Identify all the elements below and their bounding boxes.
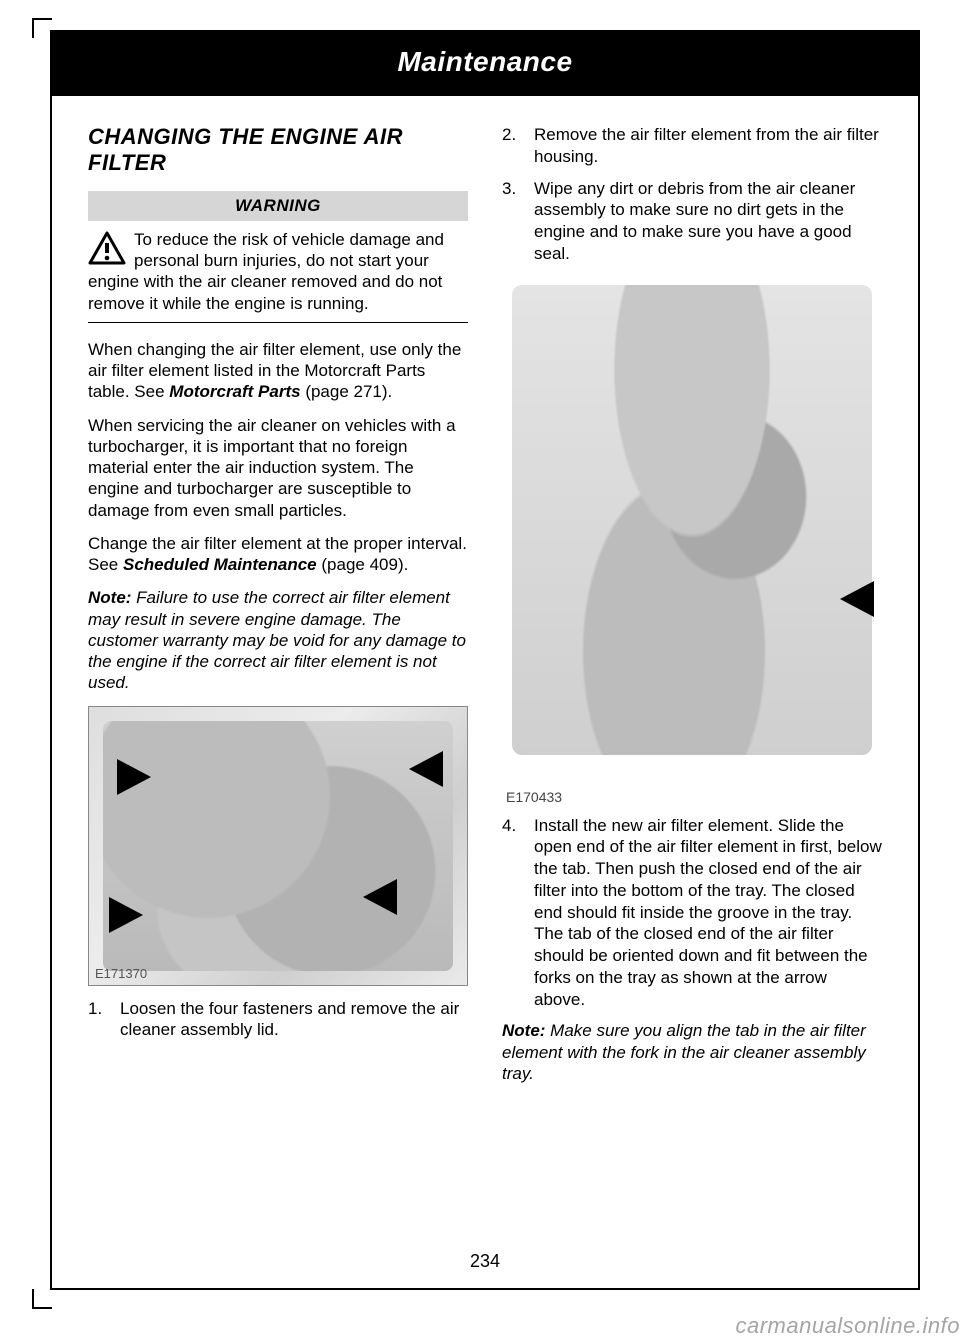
- step-4: Install the new air filter element. Slid…: [502, 815, 882, 1011]
- arrow-icon: [109, 897, 143, 933]
- warning-block: To reduce the risk of vehicle damage and…: [88, 221, 468, 323]
- arrow-icon: [409, 751, 443, 787]
- warning-text: To reduce the risk of vehicle damage and…: [88, 230, 444, 313]
- arrow-icon: [363, 879, 397, 915]
- figure-2: [502, 275, 882, 785]
- steps-list-right-bottom: Install the new air filter element. Slid…: [502, 815, 882, 1011]
- figure-1: E171370: [88, 706, 468, 986]
- p1-c: (page 271).: [301, 382, 393, 401]
- note-1: Note: Failure to use the correct air fil…: [88, 587, 468, 693]
- figure-2-code: E170433: [502, 789, 882, 805]
- figure-1-code: E171370: [95, 966, 147, 981]
- page-header: Maintenance: [52, 32, 918, 96]
- crop-mark-bl: [32, 1289, 52, 1309]
- arrow-icon: [840, 581, 874, 617]
- p1-bold: Motorcraft Parts: [169, 382, 300, 401]
- paragraph-1: When changing the air filter element, us…: [88, 339, 468, 403]
- watermark: carmanualsonline.info: [735, 1313, 960, 1339]
- column-right: Remove the air filter element from the a…: [502, 124, 882, 1096]
- crop-mark-tl: [32, 18, 52, 38]
- note-2: Note: Make sure you align the tab in the…: [502, 1020, 882, 1084]
- figure-2-graphic: [512, 285, 872, 755]
- note1-text: Failure to use the correct air filter el…: [88, 588, 466, 692]
- note1-label: Note:: [88, 588, 131, 607]
- page-number: 234: [52, 1251, 918, 1272]
- step-3: Wipe any dirt or debris from the air cle…: [502, 178, 882, 265]
- steps-list-left: Loosen the four fasteners and remove the…: [88, 998, 468, 1042]
- warning-triangle-icon: [88, 231, 126, 265]
- note2-label: Note:: [502, 1021, 545, 1040]
- paragraph-3: Change the air filter element at the pro…: [88, 533, 468, 576]
- warning-label: WARNING: [88, 191, 468, 221]
- step-1: Loosen the four fasteners and remove the…: [88, 998, 468, 1042]
- section-title: CHANGING THE ENGINE AIR FILTER: [88, 124, 468, 177]
- figure-1-graphic: [103, 721, 453, 971]
- page-frame: Maintenance CHANGING THE ENGINE AIR FILT…: [50, 30, 920, 1290]
- header-title: Maintenance: [397, 46, 572, 77]
- p3-c: (page 409).: [317, 555, 409, 574]
- steps-list-right-top: Remove the air filter element from the a…: [502, 124, 882, 265]
- note2-text: Make sure you align the tab in the air f…: [502, 1021, 866, 1083]
- paragraph-2: When servicing the air cleaner on vehicl…: [88, 415, 468, 521]
- content-columns: CHANGING THE ENGINE AIR FILTER WARNING T…: [52, 96, 918, 1096]
- arrow-icon: [117, 759, 151, 795]
- p3-bold: Scheduled Maintenance: [123, 555, 317, 574]
- column-left: CHANGING THE ENGINE AIR FILTER WARNING T…: [88, 124, 468, 1096]
- step-2: Remove the air filter element from the a…: [502, 124, 882, 168]
